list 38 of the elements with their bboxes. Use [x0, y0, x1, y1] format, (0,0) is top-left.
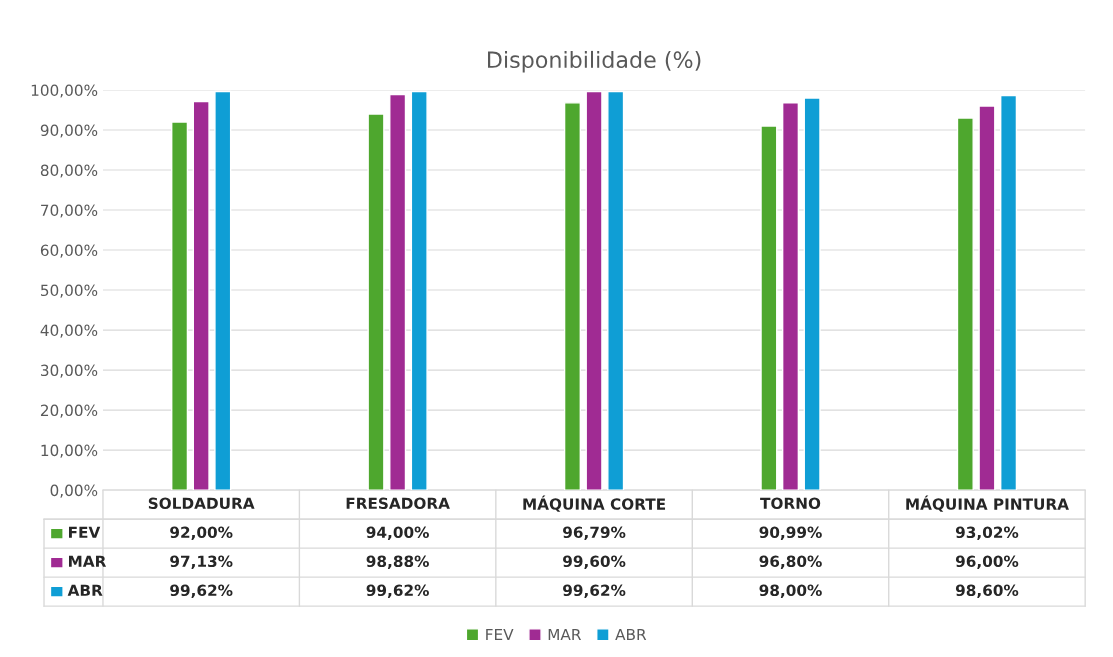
- data-label: 92,00%: [170, 526, 233, 541]
- y-tick-label: 40,00%: [40, 324, 98, 338]
- data-label: 99,60%: [563, 555, 626, 570]
- x-tick-label: MÁQUINA PINTURA: [906, 495, 1069, 512]
- data-label: 97,13%: [170, 555, 233, 570]
- data-label: 99,62%: [170, 584, 233, 599]
- data-label: 96,79%: [563, 526, 626, 541]
- legend-label: ABR: [615, 628, 647, 641]
- x-tick-label: MÁQUINA CORTE: [523, 495, 666, 512]
- x-tick-label: TORNO: [760, 497, 821, 510]
- data-label: 93,02%: [955, 526, 1019, 541]
- y-tick-label: 10,00%: [41, 444, 98, 458]
- data-label: 90,99%: [759, 526, 822, 541]
- y-tick-label: 60,00%: [40, 244, 98, 258]
- data-label: 99,62%: [366, 584, 429, 599]
- data-label: 96,80%: [759, 555, 822, 570]
- chart-title: Disponibilidade (%): [488, 50, 701, 73]
- legend-label: MAR: [69, 555, 107, 567]
- data-label: 98,88%: [366, 555, 429, 570]
- y-tick-label: 90,00%: [40, 124, 98, 138]
- x-tick-label: FRESADORA: [346, 497, 450, 510]
- y-tick-label: 20,00%: [40, 404, 98, 418]
- y-tick-label: 50,00%: [41, 284, 98, 298]
- data-label: 94,00%: [366, 526, 429, 541]
- y-tick-label: 0,00%: [50, 484, 98, 498]
- data-label: 98,00%: [759, 584, 822, 599]
- data-label: 96,00%: [955, 555, 1019, 570]
- text: FEV: [486, 628, 514, 641]
- x-tick-label: SOLDADURA: [148, 497, 255, 510]
- text: ABR: [67, 584, 103, 596]
- text: MAR: [548, 628, 582, 641]
- y-tick-label: 70,00%: [41, 204, 98, 218]
- y-tick-label: 30,00%: [41, 364, 98, 378]
- data-label: 98,60%: [955, 584, 1019, 599]
- y-tick-label: 80,00%: [40, 164, 98, 178]
- data-label: 99,62%: [563, 584, 626, 599]
- legend-label: FEV: [69, 526, 101, 538]
- y-tick-label: 100,00%: [31, 84, 98, 98]
